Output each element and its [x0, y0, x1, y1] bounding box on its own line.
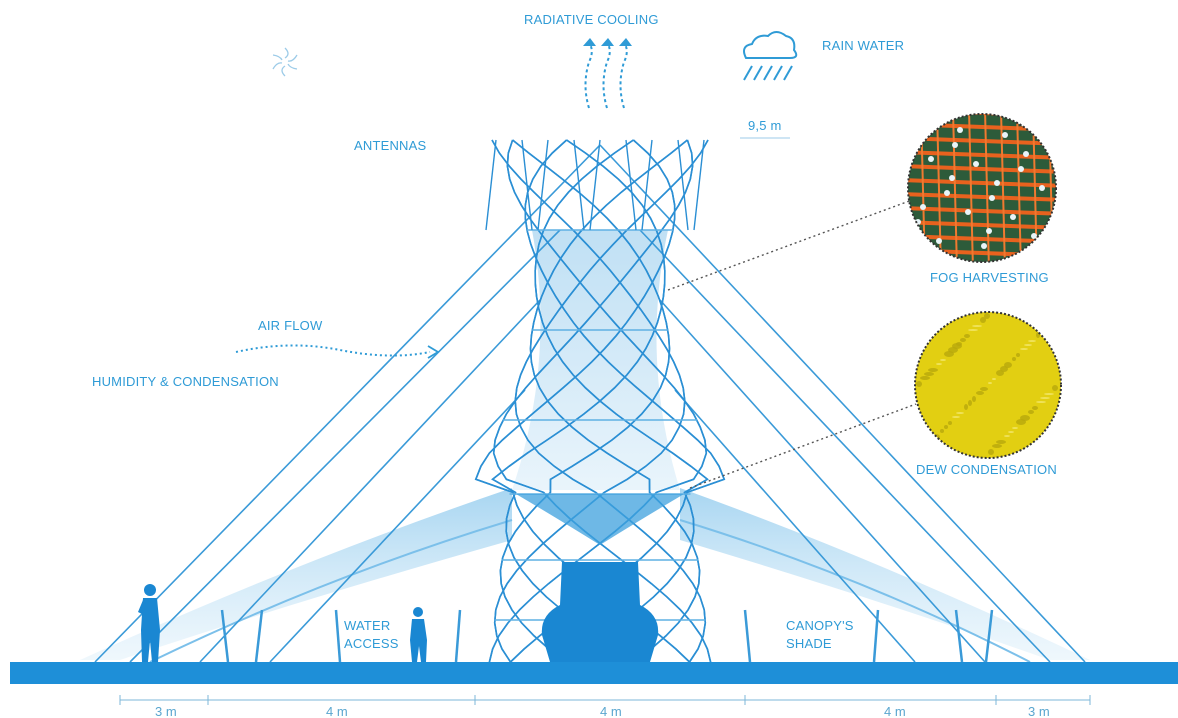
label-humidity: HUMIDITY & CONDENSATION — [92, 374, 279, 389]
lattice-strut — [488, 139, 708, 663]
antenna — [625, 139, 637, 231]
guy-lines — [94, 144, 1086, 663]
antenna — [537, 139, 549, 231]
dimension-label: 3 m — [1028, 704, 1050, 718]
dimension-arrows — [119, 695, 1091, 705]
lattice-strut — [492, 139, 712, 663]
tower-lattice — [474, 139, 726, 663]
dimension-label: 4 m — [884, 704, 906, 718]
lattice-strut — [529, 139, 701, 663]
label-water-access: WATER — [344, 618, 391, 633]
antenna — [641, 139, 653, 231]
label-antennas: ANTENNAS — [354, 138, 427, 153]
water-collector — [516, 494, 684, 545]
ground — [10, 662, 1178, 684]
antenna — [589, 139, 601, 231]
callout-lines — [667, 199, 917, 489]
label-radiative-cooling: RADIATIVE COOLING — [524, 12, 659, 27]
antenna — [485, 139, 497, 231]
antenna — [573, 139, 585, 231]
canopy — [80, 488, 1090, 663]
dimension-label: 4 m — [326, 704, 348, 718]
antenna — [677, 139, 689, 231]
label-canopy-shade: CANOPY'S — [786, 618, 854, 633]
lattice-strut — [534, 139, 709, 663]
label-canopy-shade: SHADE — [786, 636, 832, 651]
dimension-label: 4 m — [600, 704, 622, 718]
radiative-arrows-icon — [584, 43, 628, 109]
antenna — [693, 139, 705, 231]
water-reservoir — [541, 562, 659, 662]
person-icon — [138, 584, 160, 662]
label-air-flow: AIR FLOW — [258, 318, 323, 333]
label-height: 9,5 m — [748, 118, 782, 133]
label-rain-water: RAIN WATER — [822, 38, 904, 53]
label-fog-harvesting: FOG HARVESTING — [930, 270, 1049, 285]
dimension-label: 3 m — [155, 704, 177, 718]
label-dew-condensation: DEW CONDENSATION — [916, 462, 1057, 477]
dew-surface-photo — [914, 311, 1062, 459]
dimension-labels: 3 m 4 m 4 m 4 m 3 m — [155, 704, 1050, 718]
antenna — [521, 139, 533, 231]
rain-cloud-icon — [743, 31, 798, 81]
sun-icon — [272, 47, 298, 77]
fog-net-photo — [907, 113, 1057, 263]
air-flow-arrow-icon — [235, 344, 431, 357]
person-icon — [410, 607, 427, 662]
label-water-access: ACCESS — [344, 636, 399, 651]
